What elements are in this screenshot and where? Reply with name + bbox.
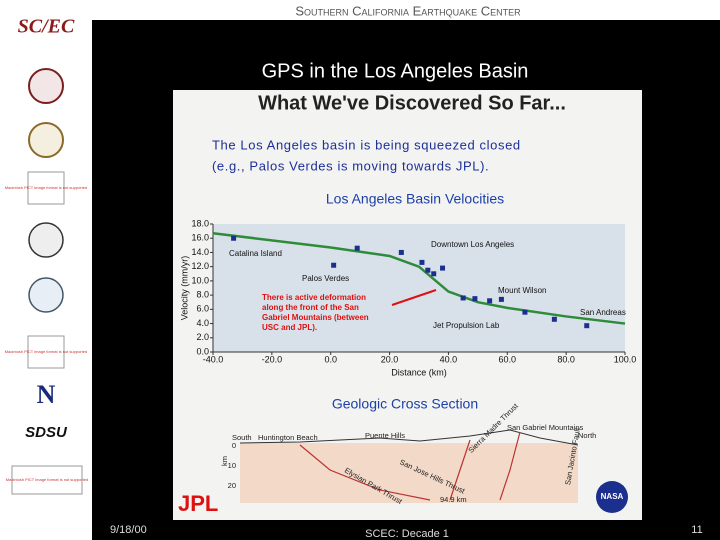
depth-label: 0 [232, 441, 236, 450]
section-label: Puente Hills [365, 431, 405, 440]
page-number: 11 [691, 524, 702, 536]
y-tick-label: 12.0 [191, 261, 209, 271]
data-point [440, 265, 446, 271]
x-tick-label: 40.0 [440, 354, 458, 364]
data-point [584, 323, 590, 329]
section-label: Huntington Beach [258, 433, 318, 442]
x-tick-label: 80.0 [557, 354, 575, 364]
figure-heading: What We've Discovered So Far... [258, 92, 566, 114]
x-tick-label: 20.0 [381, 354, 399, 364]
y-tick-label: 16.0 [191, 233, 209, 243]
y-tick-label: 18.0 [191, 218, 209, 228]
placeholder [27, 335, 65, 369]
callout: along the front of the San [262, 303, 359, 312]
footer-center: SCEC: Decade 1 [365, 528, 449, 540]
fault-line [299, 444, 431, 501]
x-tick-label: 60.0 [499, 354, 517, 364]
jpl-logo: JPL [178, 491, 218, 516]
y-tick-label: 0.0 [196, 346, 209, 356]
x-tick-label: -40.0 [203, 354, 224, 364]
data-point [425, 267, 431, 273]
data-point [487, 298, 493, 304]
annotation: Palos Verdes [302, 274, 349, 283]
section-label: South [232, 433, 252, 442]
data-point [498, 296, 504, 302]
sdsu-logo: SDSU [25, 424, 68, 441]
data-point [551, 316, 557, 322]
annotation: San Andreas [580, 308, 626, 317]
x-tick-label: 100.0 [614, 354, 637, 364]
callout: USC and JPL). [262, 323, 317, 332]
section-body [240, 443, 578, 503]
scec-logo: SC/EC [18, 16, 75, 38]
data-point [431, 271, 437, 277]
x-tick-label: -20.0 [262, 354, 283, 364]
placeholder-text: Macintosh PICT image format is not suppo… [5, 349, 87, 354]
y-tick-label: 4.0 [196, 318, 209, 328]
annotation: Jet Propulsion Lab [433, 321, 500, 330]
scale-label: 94.9 km [440, 495, 467, 504]
seal [28, 277, 64, 313]
y-tick-label: 2.0 [196, 332, 209, 342]
depth-label: 10 [228, 461, 236, 470]
y-tick-label: 10.0 [191, 275, 209, 285]
nasa-logo: NASA [601, 492, 624, 501]
placeholder [27, 171, 65, 205]
section-title: Geologic Cross Section [332, 396, 478, 412]
header-text: Southern California Earthquake Center [295, 3, 521, 18]
section-label: North [578, 431, 596, 440]
annotation: Catalina Island [229, 249, 282, 258]
fault-line [499, 431, 521, 501]
footer-date: 9/18/00 [110, 524, 147, 536]
callout-arrow [391, 289, 437, 306]
data-point [231, 235, 237, 241]
seal [28, 122, 64, 158]
nasa-logo-disc [596, 481, 628, 513]
seal [28, 68, 64, 104]
plot-area [213, 224, 625, 352]
callout: There is active deformation [262, 293, 366, 302]
placeholder-text: Macintosh PICT image format is not suppo… [6, 477, 88, 482]
data-point [472, 296, 478, 302]
caption: (e.g., Palos Verdes is moving towards JP… [212, 158, 489, 173]
data-point [398, 249, 404, 255]
y-tick-label: 14.0 [191, 247, 209, 257]
slide-title: GPS in the Los Angeles Basin [262, 60, 529, 82]
trend-line [212, 232, 626, 325]
surface-line [239, 429, 579, 446]
data-point [419, 259, 425, 265]
section-label: San Gabriel Mountains [507, 423, 584, 432]
data-point [522, 309, 528, 315]
x-tick-label: 0.0 [324, 354, 337, 364]
depth-label: 20 [228, 481, 236, 490]
annotation: Mount Wilson [498, 286, 546, 295]
data-point [460, 295, 466, 301]
seal [28, 222, 64, 258]
callout: Gabriel Mountains (between [262, 313, 369, 322]
data-point [331, 262, 337, 268]
y-tick-label: 8.0 [196, 289, 209, 299]
data-point [354, 245, 360, 251]
y-axis-label: Velocity (mm/yr) [179, 256, 189, 321]
n-logo: N [37, 380, 56, 409]
chart-title: Los Angeles Basin Velocities [326, 191, 504, 207]
caption: The Los Angeles basin is being squeezed … [212, 137, 521, 152]
fault-line [449, 439, 471, 501]
placeholder [11, 465, 83, 495]
x-axis-label: Distance (km) [391, 367, 447, 377]
annotation: Downtown Los Angeles [431, 240, 514, 249]
placeholder-text: Macintosh PICT image format is not suppo… [5, 185, 87, 190]
header-bar [0, 0, 720, 20]
y-tick-label: 6.0 [196, 304, 209, 314]
depth-unit: km [220, 456, 229, 466]
